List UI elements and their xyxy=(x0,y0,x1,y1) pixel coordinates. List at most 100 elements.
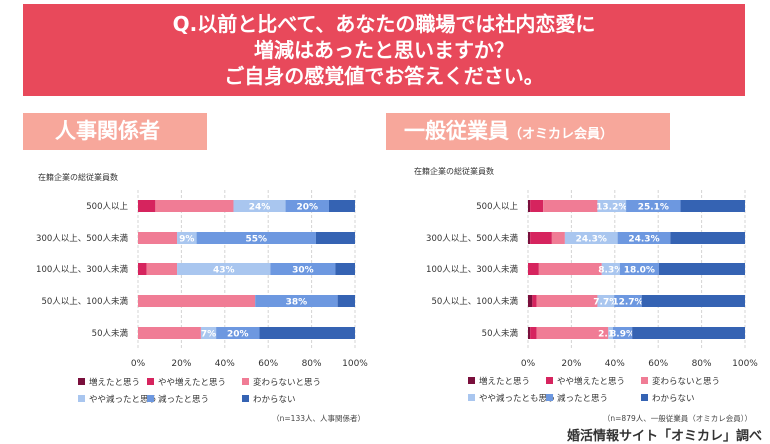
category-label: 50人未満 xyxy=(92,328,129,339)
category-label: 100人以上、300人未満 xyxy=(36,264,128,275)
bar-segment xyxy=(528,263,539,275)
x-tick-label: 100% xyxy=(342,359,368,369)
legend-swatch xyxy=(242,395,249,402)
bar-segment xyxy=(177,263,271,275)
legend-swatch xyxy=(641,394,648,401)
bar-segment xyxy=(670,232,745,244)
data-label: 7% xyxy=(201,330,216,340)
category-label: 50人以上、100人未満 xyxy=(41,296,128,307)
bar-segment xyxy=(233,200,286,212)
bar-segment xyxy=(259,327,355,339)
x-tick-label: 0% xyxy=(131,359,146,369)
bar-segment xyxy=(532,295,537,307)
bar-segment xyxy=(641,295,745,307)
bar-segment xyxy=(632,327,745,339)
category-label: 500人以上 xyxy=(86,202,128,212)
data-label: 20% xyxy=(296,203,318,213)
bar-segment xyxy=(270,263,336,275)
legend-swatch xyxy=(546,377,553,384)
legend-label: 増えたと思う xyxy=(89,377,140,388)
bar-segment xyxy=(155,200,234,212)
data-label: 24.3% xyxy=(576,235,607,245)
legend-label: 変わらないと思う xyxy=(253,377,321,388)
sample-note: （n=133人、人事関係者） xyxy=(272,413,365,423)
x-tick-label: 80% xyxy=(692,359,712,369)
data-label: 20% xyxy=(227,330,249,340)
x-tick-label: 60% xyxy=(648,359,668,369)
bar-segment xyxy=(538,263,602,275)
category-label: 500人以上 xyxy=(476,202,518,212)
legend-label: やや減ったと思う xyxy=(89,394,157,405)
bar-segment xyxy=(255,295,338,307)
data-label: 43% xyxy=(213,266,235,276)
category-label: 300人以上、500人未満 xyxy=(426,233,518,244)
bar-segment xyxy=(597,200,627,212)
bar-segment xyxy=(138,200,156,212)
legend-swatch xyxy=(147,378,154,385)
legend-label: やや増えたと思う xyxy=(158,377,226,388)
bar-segment xyxy=(619,263,659,275)
bar-segment xyxy=(528,232,531,244)
question-line-3: ご自身の感覚値でお答えください。 xyxy=(224,64,544,88)
bar-segment xyxy=(337,295,355,307)
legend-swatch xyxy=(468,394,475,401)
legend-swatch xyxy=(641,377,648,384)
category-label: 50人未満 xyxy=(482,328,519,339)
legend-swatch xyxy=(242,378,249,385)
bar-segment xyxy=(551,232,565,244)
bar-segment xyxy=(680,200,745,212)
legend-swatch xyxy=(147,395,154,402)
right-panel-title-text: 一般従業員 xyxy=(404,119,509,143)
bar-segment xyxy=(177,232,197,244)
bar-segment xyxy=(528,327,531,339)
data-label: 55% xyxy=(245,235,267,245)
legend-label: 増えたと思う xyxy=(479,376,530,387)
data-label: 2.1% xyxy=(598,330,623,340)
legend-swatch xyxy=(78,378,85,385)
data-label: 7.7% xyxy=(593,298,618,308)
data-label: 25.1% xyxy=(638,203,669,213)
question-banner: Q.以前と比べて、あなたの職場では社内恋愛に 増減はあったと思いますか？ ご自身… xyxy=(23,4,745,96)
bar-segment xyxy=(315,232,355,244)
sample-note: （n=879人、一般従業員（オミカレ会員）） xyxy=(603,413,752,423)
data-label: 13.2% xyxy=(596,203,627,213)
bar-segment xyxy=(138,232,178,244)
bar-segment xyxy=(328,200,355,212)
x-tick-label: 60% xyxy=(258,359,278,369)
legend-label: やや減ったとも思う xyxy=(479,393,556,404)
bar-segment xyxy=(138,327,201,339)
x-tick-label: 20% xyxy=(171,359,191,369)
bar-segment xyxy=(601,263,620,275)
bar-segment xyxy=(530,200,544,212)
bar-segment xyxy=(612,327,633,339)
right-panel-title-sub: （オミカレ会員） xyxy=(509,127,614,142)
bar-segment xyxy=(196,232,316,244)
bar-segment xyxy=(528,200,531,212)
bar-segment xyxy=(617,232,671,244)
legend-label: やや増えたと思う xyxy=(557,376,625,387)
x-tick-label: 80% xyxy=(302,359,322,369)
data-label: 30% xyxy=(292,266,314,276)
legend-swatch xyxy=(546,394,553,401)
data-label: 18.0% xyxy=(624,266,655,276)
category-label: 100人以上、300人未満 xyxy=(426,264,518,275)
x-tick-label: 0% xyxy=(521,359,536,369)
bar-segment xyxy=(200,327,217,339)
bar-segment xyxy=(608,327,613,339)
question-line-1: Q.以前と比べて、あなたの職場では社内恋愛に xyxy=(172,12,596,36)
bar-segment xyxy=(530,232,552,244)
legend-label: わからない xyxy=(652,394,695,404)
data-label: 24% xyxy=(249,203,271,213)
legend-label: 減ったと思う xyxy=(158,394,209,405)
legend-swatch xyxy=(78,395,85,402)
data-label: 12.7% xyxy=(612,298,643,308)
legend-swatch xyxy=(468,377,475,384)
legend-label: 変わらないと思う xyxy=(652,376,720,387)
bar-segment xyxy=(543,200,598,212)
bar-segment xyxy=(536,295,598,307)
bar-segment xyxy=(530,327,537,339)
bar-segment xyxy=(597,295,615,307)
bar-segment xyxy=(614,295,642,307)
category-label: 50人以上、100人未満 xyxy=(431,296,518,307)
